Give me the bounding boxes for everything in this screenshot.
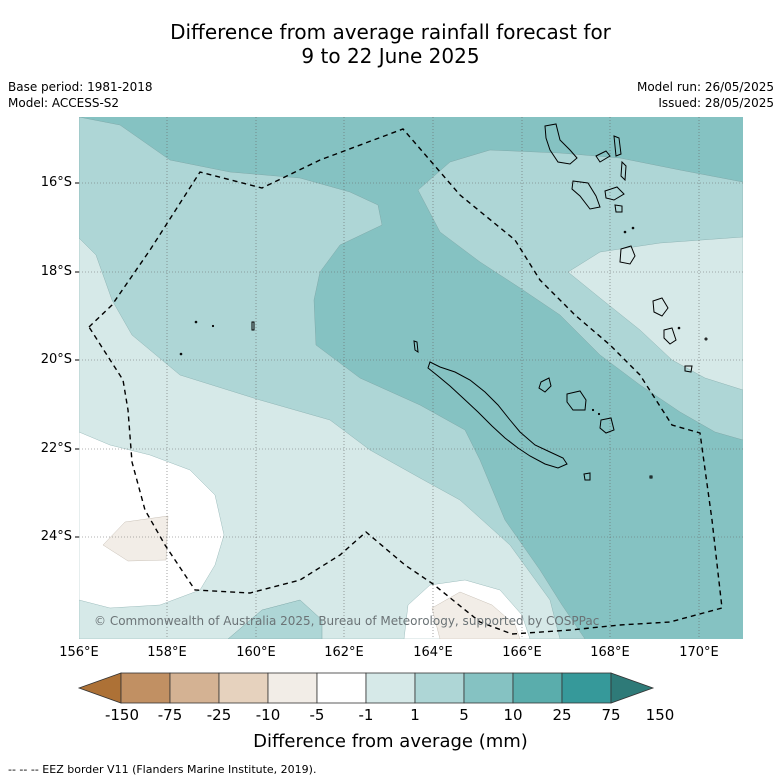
islet-7 — [677, 326, 681, 330]
lon-label-164e: 164°E — [413, 645, 453, 660]
colorbar-segment — [463, 672, 514, 704]
rainfall-contours — [79, 117, 743, 639]
vanuatu-malekula — [571, 180, 601, 210]
lat-label-18s: 18°S — [40, 264, 72, 279]
vanuatu-tanna — [663, 327, 677, 345]
vanuatu-espiritu-santo — [544, 123, 578, 165]
loyalty-island-1 — [538, 377, 552, 393]
vanuatu-aneityum — [684, 365, 693, 373]
chesterfield-islet — [251, 321, 255, 331]
vanuatu-epi — [614, 204, 623, 213]
colorbar-tick-label: -1 — [358, 706, 374, 724]
vanuatu-ambae — [595, 150, 611, 163]
band-5-10-south — [227, 599, 323, 639]
lon-label-162e: 162°E — [324, 645, 364, 660]
band-minus5-s — [431, 591, 521, 639]
isle-of-pines — [583, 472, 591, 481]
colorbar-segment — [561, 672, 612, 704]
vanuatu-efate — [619, 245, 636, 265]
lat-label-16s: 16°S — [40, 175, 72, 190]
title-line-1: Difference from average rainfall forecas… — [170, 20, 611, 44]
colorbar-tick-label: -25 — [206, 706, 232, 724]
colorbar-tick-label: 75 — [601, 706, 621, 724]
belep-island — [413, 340, 419, 354]
colorbar-tick-label: 25 — [552, 706, 572, 724]
islet-5 — [631, 226, 635, 230]
colorbar-tick-label: 10 — [503, 706, 523, 724]
colorbar-segment — [512, 672, 563, 704]
new-caledonia-island — [427, 361, 568, 469]
lon-label-168e: 168°E — [590, 645, 630, 660]
islet-4 — [623, 230, 627, 234]
colorbar-segment — [316, 672, 367, 704]
vanuatu-pentecost — [620, 160, 627, 182]
band-5-10-east — [417, 149, 743, 441]
lon-label-156e: 156°E — [59, 645, 99, 660]
eez-legend-note: -- -- -- EEZ border V11 (Flanders Marine… — [8, 763, 317, 776]
lon-label-170e: 170°E — [679, 645, 719, 660]
issued-date: Issued: 28/05/2025 — [658, 96, 774, 110]
base-period: Base period: 1981-2018 — [8, 80, 153, 94]
lat-label-24s: 24°S — [40, 529, 72, 544]
chart-title: Difference from average rainfall forecas… — [0, 20, 781, 68]
meta-right: Model run: 26/05/2025 Issued: 28/05/2025 — [637, 79, 774, 111]
colorbar-segment — [267, 672, 318, 704]
colorbar-tick-label: -10 — [255, 706, 281, 724]
islet-2 — [179, 352, 183, 356]
lon-label-166e: 166°E — [502, 645, 542, 660]
colorbar-extend-high — [610, 672, 655, 704]
colorbar-tick-label: 1 — [410, 706, 420, 724]
colorbar-tick-label: -5 — [309, 706, 325, 724]
colorbar-tick-label: -75 — [157, 706, 183, 724]
vanuatu-erromango — [652, 297, 669, 317]
colorbar-segment — [218, 672, 269, 704]
colorbar-tick-label: 150 — [645, 706, 675, 724]
copyright-notice: © Commonwealth of Australia 2025, Bureau… — [94, 614, 600, 628]
lat-label-22s: 22°S — [40, 441, 72, 456]
loyalty-island-3 — [599, 417, 615, 434]
vanuatu-ambrym — [604, 186, 625, 201]
model-run: Model run: 26/05/2025 — [636, 80, 774, 94]
lat-label-20s: 20°S — [40, 352, 72, 367]
matthew-island — [649, 475, 653, 479]
colorbar-segment — [365, 672, 416, 704]
model-name: Model: ACCESS-S2 — [8, 96, 120, 110]
colorbar-segment — [414, 672, 465, 704]
grid-lines — [79, 117, 743, 639]
colorbar-segment — [169, 672, 220, 704]
lon-label-160e: 160°E — [236, 645, 276, 660]
colorbar — [77, 672, 655, 704]
vanuatu-maewo — [613, 135, 622, 157]
title-line-2: 9 to 22 June 2025 — [301, 44, 480, 68]
islet-8 — [591, 408, 595, 412]
lon-label-158e: 158°E — [147, 645, 187, 660]
islet-3 — [211, 324, 215, 328]
colorbar-title: Difference from average (mm) — [253, 731, 528, 752]
colorbar-segment — [120, 672, 171, 704]
colorbar-tick-label: 5 — [459, 706, 469, 724]
islet-6 — [704, 337, 708, 341]
meta-left: Base period: 1981-2018 Model: ACCESS-S2 — [8, 79, 153, 111]
islet-1 — [194, 320, 198, 324]
axis-ticks — [75, 182, 79, 538]
colorbar-tick-label: -150 — [104, 706, 140, 724]
island-outlines — [179, 123, 708, 481]
islet-9 — [597, 412, 601, 416]
colorbar-extend-low — [77, 672, 122, 704]
loyalty-island-2 — [566, 390, 587, 411]
eez-border — [88, 128, 723, 635]
